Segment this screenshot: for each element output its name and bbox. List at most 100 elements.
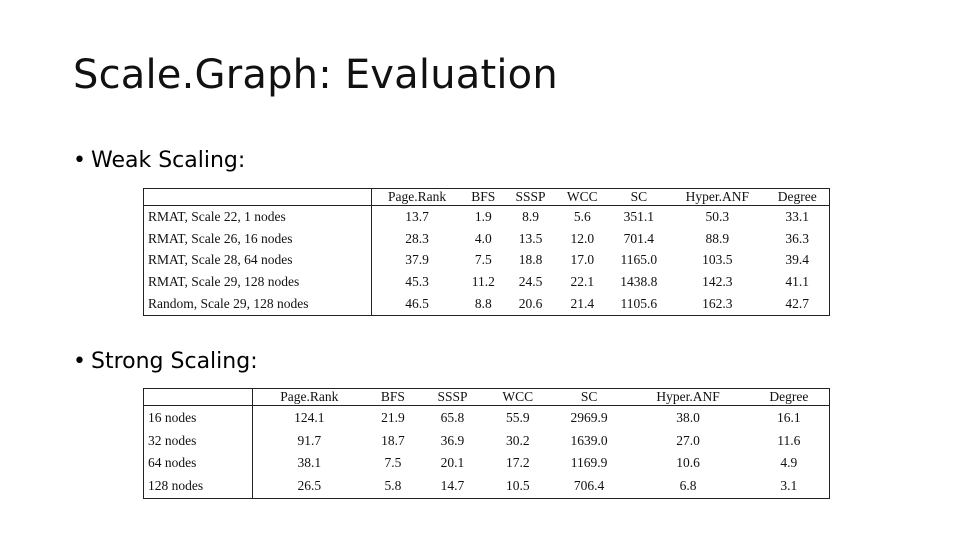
table-cell: 88.9: [705, 230, 730, 246]
table-cell: 4.0: [474, 230, 492, 246]
table-cell: 20.1: [440, 455, 465, 471]
table-row: RMAT, Scale 28, 64 nodes 37.9 7.5 18.8 17.0 1…: [143, 249, 830, 272]
table-cell: 12.0: [570, 230, 595, 246]
table-cell: 27.0: [676, 432, 700, 448]
table-cell: 13.7: [405, 208, 429, 224]
table-cell: 124.1: [294, 409, 325, 425]
table-cell: 11.2: [471, 274, 495, 290]
table-row: Random, Scale 29, 128 nodes 46.5 8.8 20.6 21…: [143, 293, 830, 316]
table-cell: 33.1: [785, 208, 810, 224]
table-cell: 36.9: [440, 432, 465, 448]
table-cell: 1438.8: [620, 274, 658, 290]
table-cell: 36.3: [785, 230, 810, 246]
table-cell: 13.5: [518, 230, 543, 246]
table-cell: 46.5: [405, 296, 429, 312]
table-header-row: Page.Rank BFS SSSP WCC SC Hyper.ANF Degree: [143, 188, 830, 206]
table-cell: 21.4: [570, 296, 595, 312]
weak-scaling-table: Page.Rank BFS SSSP WCC SC Hyper.ANF Degree RMA…: [143, 188, 830, 316]
row-label: Random, Scale 29, 128 nodes: [143, 293, 373, 316]
table-row: 16 nodes 124.1 21.9 65.8 55.9 2969.9 38.0 16.1: [143, 405, 830, 430]
table-cell: 2969.9: [570, 409, 608, 425]
row-label: RMAT, Scale 28, 64 nodes: [143, 249, 373, 272]
table-cell: 18.7: [381, 432, 405, 448]
table-cell: 41.1: [785, 274, 810, 290]
table-cell: 10.5: [505, 478, 530, 494]
table-cell: 3.1: [780, 478, 798, 494]
table-cell: 16.1: [777, 409, 801, 425]
bullet-weak-scaling-label: Weak Scaling:: [91, 148, 246, 173]
table-cell: 6.8: [679, 478, 697, 494]
column-header: Degree: [748, 388, 830, 406]
column-header: Page.Rank: [252, 388, 366, 406]
table-corner-cell: [143, 188, 373, 206]
table-cell: 55.9: [505, 409, 530, 425]
table-cell: 38.0: [676, 409, 700, 425]
bullet-marker: •: [73, 349, 86, 374]
table-cell: 30.2: [505, 432, 530, 448]
table-cell: 11.6: [777, 432, 801, 448]
weak-scaling-table-container: Page.Rank BFS SSSP WCC SC Hyper.ANF Degree RMA…: [143, 188, 830, 316]
row-label: RMAT, Scale 26, 16 nodes: [143, 227, 373, 250]
row-label: 16 nodes: [143, 405, 253, 430]
table-cell: 45.3: [405, 274, 429, 290]
column-header: BFS: [461, 188, 505, 206]
table-corner-cell: [143, 388, 253, 406]
table-cell: 22.1: [570, 274, 595, 290]
table-cell: 7.5: [474, 252, 492, 268]
table-row: 32 nodes 91.7 18.7 36.9 30.2 1639.0 27.0 11.6: [143, 429, 830, 452]
row-label: RMAT, Scale 22, 1 nodes: [143, 205, 373, 228]
strong-scaling-table-container: Page.Rank BFS SSSP WCC SC Hyper.ANF Degree 16 …: [143, 388, 830, 499]
table-cell: 5.8: [384, 478, 402, 494]
column-header: SC: [550, 388, 628, 406]
table-cell: 42.7: [785, 296, 810, 312]
bullet-weak-scaling: • Weak Scaling:: [73, 148, 245, 173]
table-row: RMAT, Scale 29, 128 nodes 45.3 11.2 24.5 22.…: [143, 271, 830, 294]
table-header-row: Page.Rank BFS SSSP WCC SC Hyper.ANF Degree: [143, 388, 830, 406]
strong-scaling-table: Page.Rank BFS SSSP WCC SC Hyper.ANF Degree 16 …: [143, 388, 830, 499]
table-cell: 39.4: [785, 252, 810, 268]
table-cell: 7.5: [384, 455, 402, 471]
table-cell: 1105.6: [620, 296, 658, 312]
column-header: SC: [608, 188, 670, 206]
table-cell: 17.0: [570, 252, 595, 268]
column-header: BFS: [365, 388, 421, 406]
table-cell: 50.3: [705, 208, 730, 224]
column-header: Degree: [765, 188, 830, 206]
table-cell: 4.9: [780, 455, 798, 471]
table-cell: 28.3: [405, 230, 429, 246]
table-cell: 1165.0: [620, 252, 658, 268]
table-cell: 65.8: [440, 409, 465, 425]
table-cell: 91.7: [297, 432, 322, 448]
row-label: 64 nodes: [143, 451, 253, 475]
table-cell: 351.1: [623, 208, 655, 224]
table-row: 128 nodes 26.5 5.8 14.7 10.5 706.4 6.8 3.1: [143, 474, 830, 499]
table-row: RMAT, Scale 26, 16 nodes 28.3 4.0 13.5 12.0 7…: [143, 227, 830, 250]
row-label: RMAT, Scale 29, 128 nodes: [143, 271, 373, 294]
bullet-strong-scaling-label: Strong Scaling:: [91, 349, 258, 374]
table-cell: 8.9: [522, 208, 539, 224]
bullet-strong-scaling: • Strong Scaling:: [73, 349, 258, 374]
table-cell: 8.8: [474, 296, 492, 312]
table-row: RMAT, Scale 22, 1 nodes 13.7 1.9 8.9 5.6 351.…: [143, 205, 830, 228]
slide-title: Scale.Graph: Evaluation: [73, 52, 558, 98]
table-cell: 1.9: [474, 208, 492, 224]
table-cell: 17.2: [505, 455, 530, 471]
table-cell: 10.6: [676, 455, 700, 471]
column-header: Hyper.ANF: [669, 188, 766, 206]
table-cell: 24.5: [518, 274, 543, 290]
table-cell: 701.4: [623, 230, 655, 246]
table-cell: 706.4: [573, 478, 605, 494]
table-cell: 1169.9: [570, 455, 608, 471]
table-cell: 21.9: [381, 409, 405, 425]
table-cell: 18.8: [518, 252, 543, 268]
column-header: WCC: [556, 188, 609, 206]
table-cell: 1639.0: [570, 432, 608, 448]
row-label: 128 nodes: [143, 474, 253, 499]
table-cell: 26.5: [297, 478, 322, 494]
column-header: Hyper.ANF: [627, 388, 749, 406]
column-header: WCC: [484, 388, 551, 406]
table-cell: 38.1: [297, 455, 322, 471]
column-header: SSSP: [420, 388, 485, 406]
column-header: SSSP: [504, 188, 557, 206]
table-cell: 20.6: [518, 296, 543, 312]
